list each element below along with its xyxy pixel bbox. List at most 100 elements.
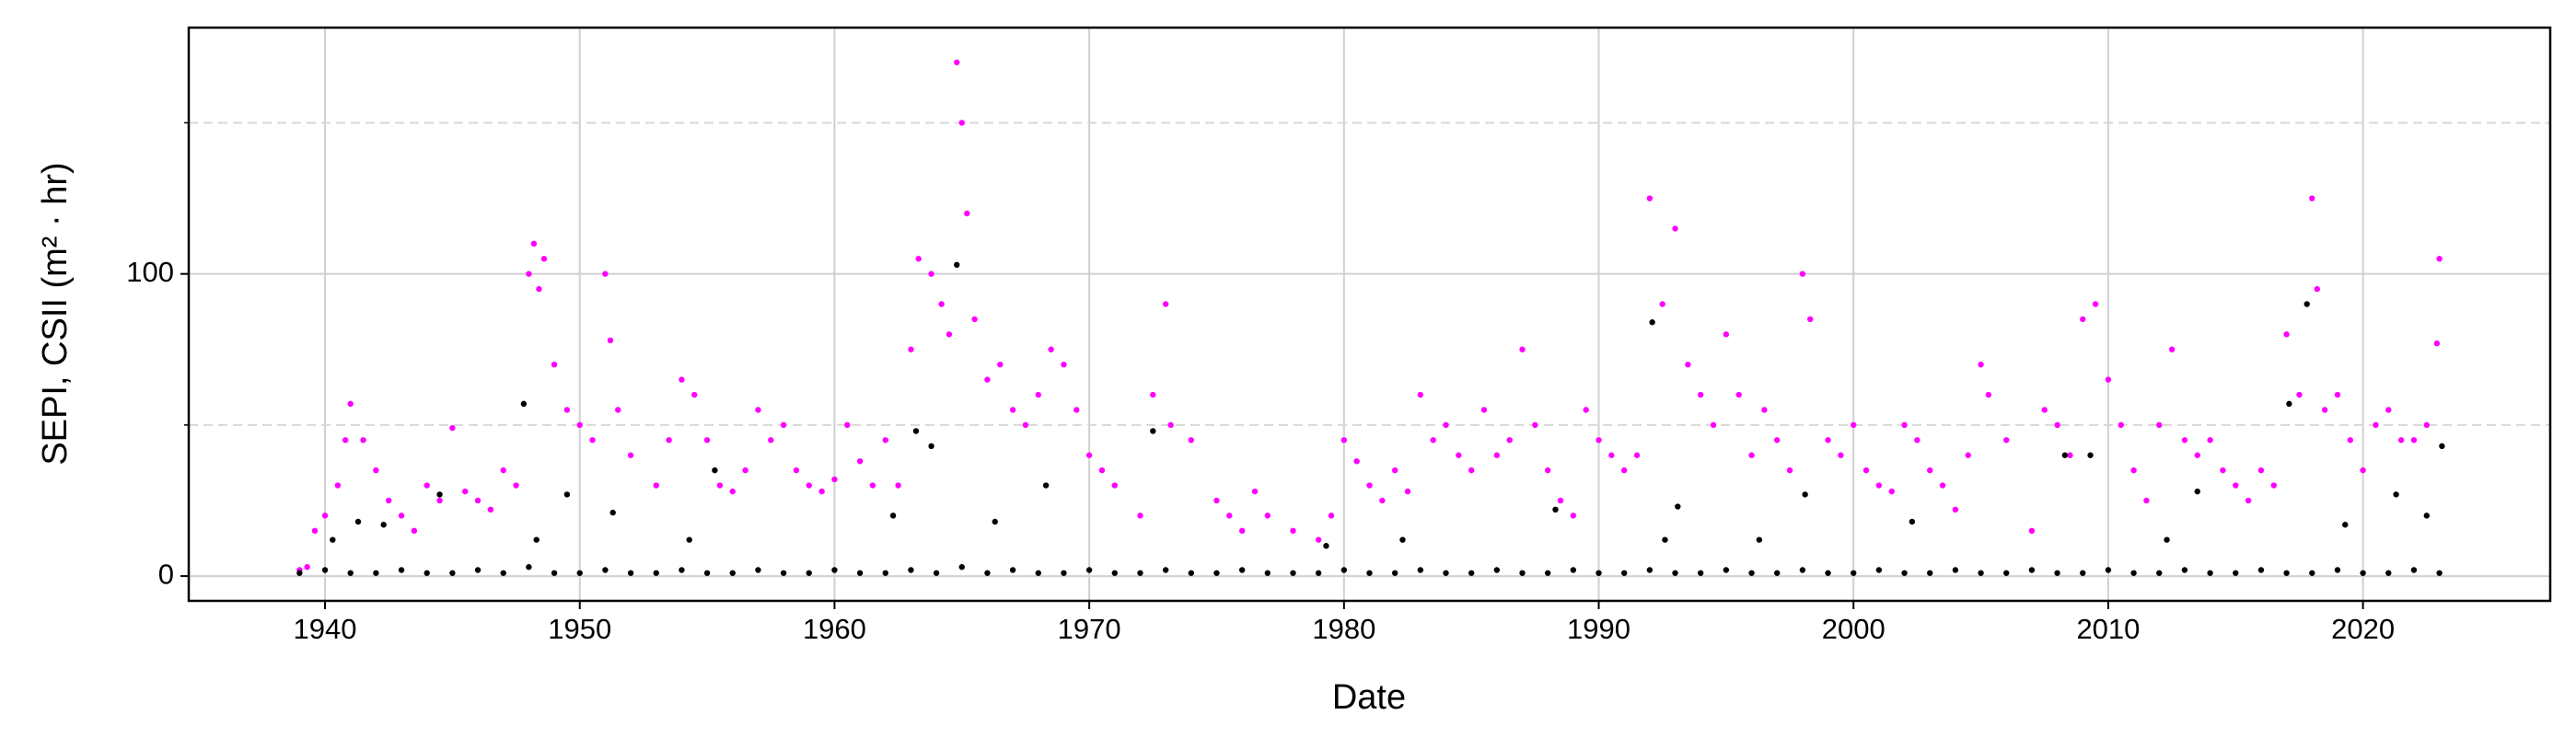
data-point <box>2360 570 2366 576</box>
data-point <box>1493 567 1501 573</box>
data-point <box>2194 452 2200 458</box>
data-point <box>856 458 864 465</box>
data-point <box>2410 567 2418 573</box>
data-point <box>1532 421 1538 429</box>
data-point <box>1799 271 1806 277</box>
data-point <box>360 437 366 444</box>
data-point <box>1391 570 1398 576</box>
data-point <box>856 570 864 576</box>
data-point <box>679 376 685 383</box>
data-point <box>954 59 960 65</box>
data-point <box>1685 361 1691 368</box>
data-point <box>354 518 362 525</box>
data-point <box>380 522 387 528</box>
data-point <box>703 570 711 576</box>
data-point <box>1851 570 1857 576</box>
data-point <box>2054 421 2060 429</box>
data-point <box>2410 437 2418 444</box>
data-point <box>1366 482 1373 489</box>
data-point <box>2245 497 2252 504</box>
data-point <box>1985 391 1992 398</box>
data-point <box>1098 467 1106 474</box>
data-point <box>1150 391 1156 398</box>
data-point <box>2207 570 2213 576</box>
data-point <box>373 467 379 474</box>
data-point <box>1646 567 1654 573</box>
data-point <box>908 346 914 352</box>
data-point <box>1430 437 1436 444</box>
data-point <box>1061 570 1067 576</box>
data-point <box>1399 536 1406 543</box>
data-point <box>2257 467 2265 474</box>
data-point <box>1965 452 1971 458</box>
data-point <box>1061 361 1067 368</box>
data-point <box>2360 467 2366 474</box>
data-point <box>2309 570 2315 576</box>
data-point <box>1042 482 1050 489</box>
data-point <box>1009 407 1016 413</box>
data-point <box>1595 570 1602 576</box>
data-point <box>1226 513 1233 519</box>
data-point <box>1417 567 1424 573</box>
data-point <box>1672 570 1678 576</box>
data-point <box>768 437 774 444</box>
data-point <box>1888 488 1895 495</box>
data-point <box>895 482 901 489</box>
data-point <box>373 570 379 576</box>
data-point <box>551 570 558 576</box>
data-point <box>1048 346 1054 352</box>
data-point <box>1290 570 1296 576</box>
data-point <box>500 570 506 576</box>
data-point <box>2143 497 2150 504</box>
data-point <box>1162 301 1169 307</box>
data-point <box>609 509 616 516</box>
data-point <box>2233 570 2239 576</box>
data-point <box>958 564 965 570</box>
data-point <box>607 337 614 344</box>
data-point <box>1162 567 1169 573</box>
data-point <box>2092 301 2099 307</box>
data-point <box>1799 567 1806 573</box>
data-point <box>1570 513 1577 519</box>
data-point <box>1468 570 1475 576</box>
data-point <box>1085 452 1093 458</box>
data-point <box>1978 570 1984 576</box>
x-tick-label: 2000 <box>1822 613 1886 645</box>
data-point <box>2028 527 2036 535</box>
data-point <box>1188 437 1195 444</box>
data-point <box>1672 225 1678 232</box>
data-point <box>1391 467 1398 474</box>
data-point <box>2283 331 2290 338</box>
data-point <box>2041 407 2048 413</box>
data-point <box>2003 570 2010 576</box>
data-point <box>627 452 634 458</box>
data-point <box>806 482 812 489</box>
data-point <box>536 285 542 293</box>
data-point <box>347 400 354 408</box>
data-point <box>1506 437 1513 444</box>
data-point <box>449 424 456 432</box>
data-point <box>1493 452 1501 458</box>
data-point <box>1756 536 1763 543</box>
data-point <box>1167 421 1174 429</box>
data-point <box>330 536 336 543</box>
data-point <box>2347 437 2353 444</box>
data-point <box>1137 570 1143 576</box>
data-point <box>908 567 914 573</box>
x-tick-label: 1980 <box>1312 613 1375 645</box>
data-point <box>755 567 761 573</box>
data-point <box>831 476 838 483</box>
data-point <box>666 437 672 444</box>
data-point <box>2385 407 2392 413</box>
data-point <box>793 467 800 474</box>
data-point <box>729 488 736 495</box>
data-point <box>533 536 540 543</box>
data-point <box>806 570 812 576</box>
data-point <box>321 513 329 519</box>
data-point <box>2181 437 2188 444</box>
data-point <box>1480 407 1488 413</box>
data-point <box>1570 567 1577 573</box>
data-point <box>742 467 748 474</box>
data-point <box>1838 452 1844 458</box>
data-point <box>2080 316 2086 323</box>
